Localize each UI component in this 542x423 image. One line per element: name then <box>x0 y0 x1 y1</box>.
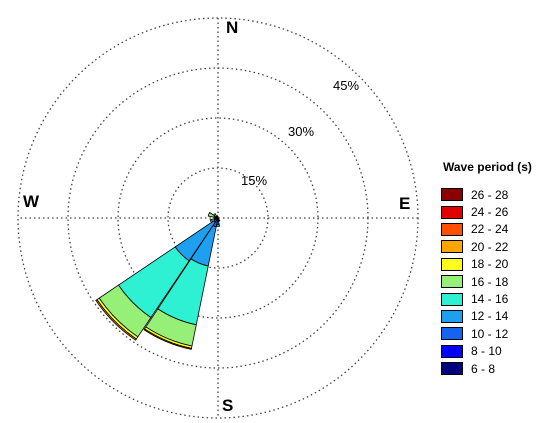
legend-label: 24 - 26 <box>471 205 509 220</box>
rose-sectors <box>95 211 221 350</box>
direction-label-s: S <box>222 396 233 415</box>
legend-title: Wave period (s) <box>443 160 532 174</box>
sector-segment <box>215 223 221 227</box>
axis-labels: N E S W 15% 30% 45% <box>23 18 410 415</box>
direction-label-n: N <box>226 18 238 37</box>
legend-item: 10 - 12 <box>441 325 541 342</box>
legend-item: 14 - 16 <box>441 290 541 307</box>
legend-swatch <box>441 240 463 254</box>
legend-item: 26 - 28 <box>441 186 541 203</box>
ring-label-45: 45% <box>333 78 359 93</box>
sector-segment <box>209 218 213 223</box>
legend-item: 12 - 14 <box>441 308 541 325</box>
legend-label: 10 - 12 <box>471 326 509 341</box>
legend: Wave period (s) 26 - 28 24 - 26 22 - 24 20 … <box>441 160 541 377</box>
legend-item: 24 - 26 <box>441 203 541 220</box>
sector-segment <box>207 211 216 218</box>
legend-label: 14 - 16 <box>471 292 509 307</box>
sector-segment <box>143 328 192 350</box>
legend-label: 22 - 24 <box>471 222 509 237</box>
legend-swatch <box>441 344 463 358</box>
legend-swatch <box>441 309 463 323</box>
legend-items: 26 - 28 24 - 26 22 - 24 20 - 22 18 - 20 16 - … <box>441 186 541 377</box>
sector-segment <box>95 299 137 341</box>
legend-swatch <box>441 327 463 341</box>
direction-label-w: W <box>23 192 40 211</box>
legend-item: 18 - 20 <box>441 256 541 273</box>
legend-swatch <box>441 362 463 376</box>
legend-label: 12 - 14 <box>471 309 509 324</box>
legend-label: 20 - 22 <box>471 239 509 254</box>
legend-swatch <box>441 205 463 219</box>
legend-item: 20 - 22 <box>441 238 541 255</box>
legend-swatch <box>441 222 463 236</box>
sector-segment <box>216 215 219 218</box>
legend-item: 8 - 10 <box>441 343 541 360</box>
sector-segment <box>217 218 221 222</box>
legend-label: 26 - 28 <box>471 187 509 202</box>
polar-grid <box>17 17 419 419</box>
legend-label: 8 - 10 <box>471 344 502 359</box>
ring-label-30: 30% <box>288 124 314 139</box>
legend-item: 6 - 8 <box>441 360 541 377</box>
legend-item: 22 - 24 <box>441 221 541 238</box>
direction-label-e: E <box>399 194 410 213</box>
legend-label: 6 - 8 <box>471 361 496 376</box>
sector-segment <box>213 213 218 218</box>
legend-label: 18 - 20 <box>471 257 509 272</box>
ring-label-15: 15% <box>241 173 267 188</box>
legend-swatch <box>441 292 463 306</box>
legend-label: 16 - 18 <box>471 274 509 289</box>
legend-swatch <box>441 188 463 202</box>
legend-swatch <box>441 275 463 289</box>
legend-swatch <box>441 257 463 271</box>
legend-item: 16 - 18 <box>441 273 541 290</box>
